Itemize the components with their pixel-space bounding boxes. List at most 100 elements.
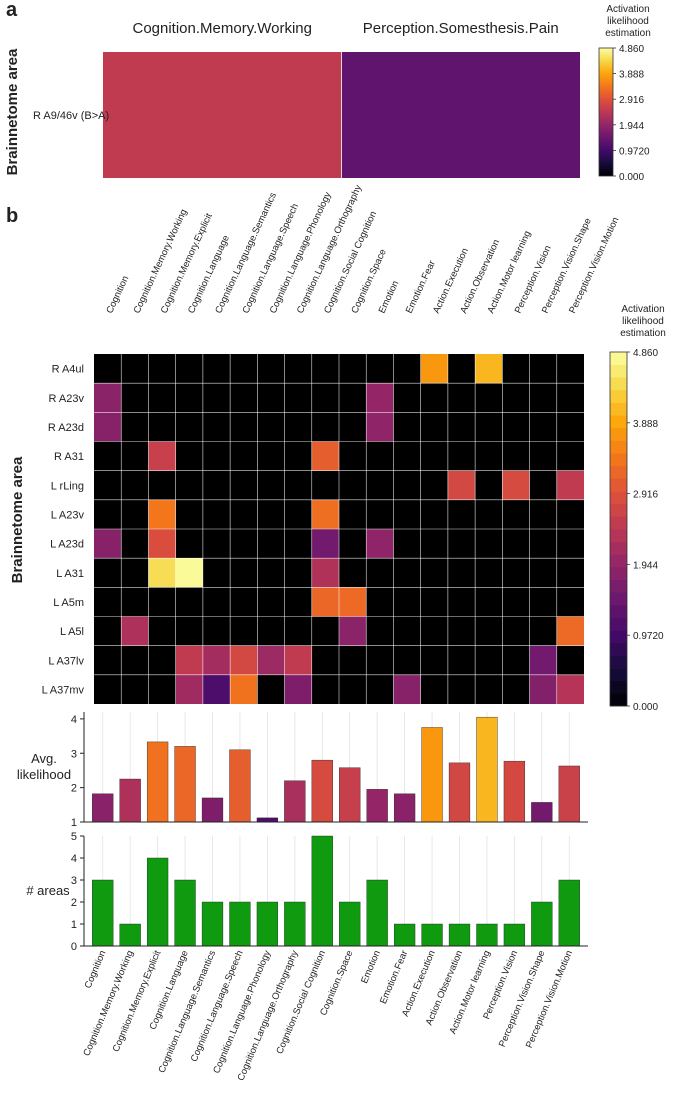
- num-areas-bar-chart: 0 1 2 3 4 5 # areas: [26, 831, 588, 953]
- colorbar-tick-label: 0.9720: [633, 631, 664, 642]
- heatmap-b-cell: [502, 354, 530, 384]
- heatmap-b-cell: [502, 529, 530, 559]
- heatmap-b-cell: [175, 470, 203, 500]
- bar-category-label: Cognition.Social Cognition: [274, 949, 328, 1056]
- bar1-bar: [256, 817, 279, 823]
- bar2-ytick-label: 3: [71, 875, 77, 887]
- heatmap-b-cell: [339, 674, 367, 704]
- heatmap-b-cell: [230, 412, 258, 442]
- heatmap-b-cell: [148, 558, 176, 588]
- heatmap-b-cell: [447, 616, 476, 646]
- heatmap-b-cell: [148, 499, 176, 529]
- colorbar-band: [610, 427, 627, 441]
- bar2-ytick-label: 1: [71, 919, 77, 931]
- panel-b-ylabel: Brainnetome area: [9, 456, 26, 583]
- heatmap-b-cell: [202, 616, 231, 646]
- heatmap-b-column-label: Perception.Vision.Motion: [567, 216, 621, 316]
- heatmap-b-row-label: L A37lv: [48, 655, 84, 667]
- heatmap-b-cell: [311, 616, 339, 646]
- colorbar-band: [610, 415, 627, 429]
- heatmap-b-cell: [257, 674, 285, 704]
- panel-b: b Brainnetome area Cognition Cognition.Me…: [6, 183, 666, 1082]
- heatmap-b-cell: [94, 529, 122, 559]
- colorbar-tick-label: 1.944: [619, 121, 644, 132]
- panel-label-a: a: [6, 0, 18, 21]
- heatmap-b-row-label: L A5l: [60, 626, 84, 638]
- heatmap-b-cell: [393, 529, 421, 559]
- heatmap-b-cell: [420, 499, 448, 529]
- heatmap-b-cell: [529, 587, 557, 617]
- heatmap-b-cell: [339, 499, 367, 529]
- heatmap-b-cell: [502, 499, 530, 529]
- bar1-bar: [201, 797, 224, 823]
- bar-category-label: Cognition.Language.Speech: [189, 949, 246, 1064]
- heatmap-b-column-label: Cognition.Memory.Explicit: [159, 211, 215, 315]
- bar2-ytick-label: 5: [71, 831, 77, 843]
- heatmap-b-cell: [366, 441, 394, 471]
- bar-category-label: Cognition.Memory.Working: [81, 949, 136, 1058]
- heatmap-a-column-label: Cognition.Memory.Working: [132, 20, 312, 37]
- heatmap-b-row-label: R A23d: [48, 422, 84, 434]
- bar1-bar: [393, 793, 416, 823]
- heatmap-b-cell: [447, 587, 476, 617]
- heatmap-b-cell: [230, 470, 258, 500]
- heatmap-b-cell: [393, 412, 421, 442]
- colorbar-band: [610, 566, 627, 580]
- heatmap-b-row-label: L A23d: [50, 539, 84, 551]
- heatmap-b-cell: [148, 674, 176, 704]
- heatmap-b-cell: [556, 587, 584, 617]
- bar1-bar: [531, 802, 553, 823]
- heatmap-b-cell: [121, 470, 149, 500]
- bar1-bar: [476, 716, 498, 823]
- heatmap-b-cell: [420, 616, 448, 646]
- heatmap-b-cell: [311, 354, 339, 384]
- heatmap-b-cell: [121, 529, 149, 559]
- heatmap-b-cell: [311, 529, 339, 559]
- heatmap-b-cell: [230, 354, 258, 384]
- heatmap-b-cells: [94, 354, 584, 704]
- colorbar-title-line: likelihood: [607, 16, 649, 27]
- heatmap-b-cell: [94, 412, 122, 442]
- heatmap-b-cell: [175, 383, 203, 413]
- heatmap-b-cell: [311, 383, 339, 413]
- bar2-bar: [284, 901, 306, 947]
- bar1-bar: [311, 759, 333, 823]
- heatmap-b-row-label: L rLing: [51, 480, 84, 492]
- heatmap-b-cell: [393, 558, 421, 588]
- heatmap-b-cell: [175, 558, 203, 588]
- colorbar-band: [610, 453, 627, 467]
- colorbar-band: [610, 655, 627, 669]
- heatmap-b-cell: [94, 558, 122, 588]
- heatmap-b-cell: [175, 499, 203, 529]
- heatmap-b-column-label: Cognition.Social Cognition: [322, 210, 379, 316]
- bar1-ylabel-line: likelihood: [17, 767, 71, 782]
- heatmap-b-cell: [257, 354, 285, 384]
- colorbar-band: [610, 693, 627, 707]
- heatmap-b-cell: [284, 616, 312, 646]
- heatmap-b-cell: [556, 470, 584, 500]
- heatmap-b-cell: [148, 616, 176, 646]
- heatmap-b-cell: [202, 499, 231, 529]
- heatmap-b-cell: [94, 645, 122, 675]
- heatmap-b-cell: [502, 587, 530, 617]
- heatmap-b-cell: [366, 558, 394, 588]
- heatmap-b-cell: [230, 529, 258, 559]
- heatmap-b-cell: [447, 499, 476, 529]
- heatmap-b-cell: [175, 587, 203, 617]
- heatmap-b-cell: [339, 558, 367, 588]
- colorbar-band: [610, 352, 627, 365]
- heatmap-b-cell: [475, 616, 503, 646]
- colorbar-band: [610, 440, 627, 454]
- colorbar-tick-label: 4.860: [633, 348, 658, 359]
- heatmap-b-cell: [529, 383, 557, 413]
- heatmap-b-cell: [475, 499, 503, 529]
- heatmap-b-cell: [556, 412, 584, 442]
- bar2-bar: [366, 879, 388, 947]
- bar1-bar: [229, 749, 251, 823]
- heatmap-b-cell: [121, 558, 149, 588]
- bar1-ytick-label: 2: [71, 783, 77, 795]
- colorbar-band: [610, 402, 627, 416]
- heatmap-a-row-label: R A9/46v (B>A): [33, 110, 109, 122]
- colorbar-tick-label: 0.9720: [619, 146, 650, 157]
- colorbar-band: [610, 478, 627, 492]
